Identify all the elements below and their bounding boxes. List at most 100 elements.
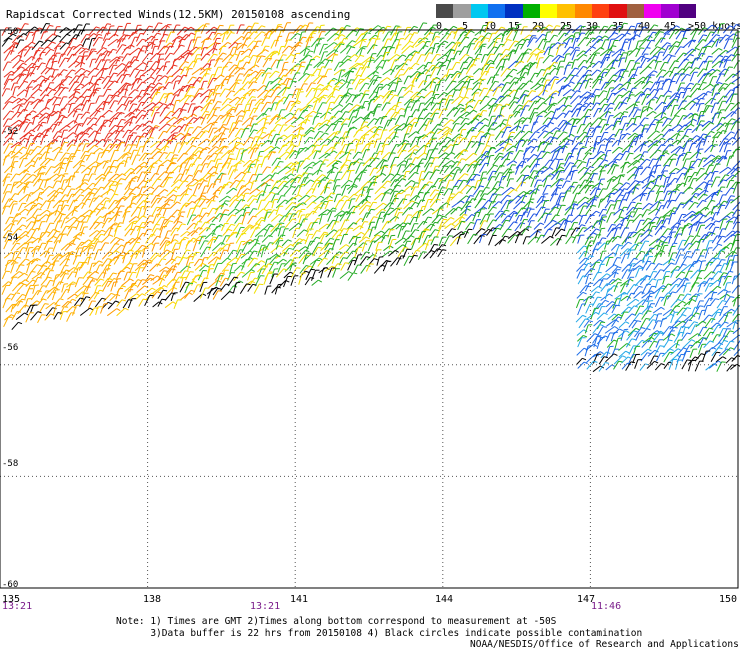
wind-barb — [600, 39, 606, 50]
wind-barb-flag — [227, 103, 232, 107]
wind-barb — [16, 98, 24, 104]
wind-barb-flag — [375, 70, 379, 74]
wind-barb-flag — [32, 110, 37, 113]
wind-barb — [533, 115, 539, 126]
wind-barb-flag — [500, 66, 505, 68]
wind-barb-flag — [655, 130, 660, 133]
wind-barb — [226, 32, 232, 40]
wind-barb-flag — [276, 115, 281, 118]
wind-barb — [711, 113, 716, 124]
wind-barb — [262, 58, 269, 68]
wind-barb — [2, 61, 8, 71]
wind-barb — [323, 108, 329, 120]
wind-barb-flag — [541, 69, 546, 71]
wind-barb-flag — [678, 124, 683, 128]
wind-barb-flag — [419, 37, 424, 40]
wind-barb-flag — [710, 31, 715, 34]
wind-barb — [445, 180, 450, 190]
wind-barb — [295, 148, 301, 159]
wind-barb-flag — [415, 182, 420, 184]
wind-barb-flag — [227, 41, 232, 45]
wind-barb — [187, 76, 193, 84]
wind-barb-flag — [557, 42, 562, 45]
wind-barb — [387, 152, 393, 161]
wind-barb — [500, 103, 507, 111]
wind-barb — [61, 179, 65, 189]
wind-barb — [150, 32, 158, 41]
wind-barb — [410, 95, 417, 103]
wind-barb-flag — [322, 75, 328, 78]
wind-barb-flag — [443, 117, 449, 120]
wind-barb — [366, 118, 375, 128]
wind-barb-flag — [284, 185, 289, 188]
wind-barb — [93, 177, 102, 188]
wind-barb-flag — [205, 130, 210, 133]
wind-barb — [429, 36, 437, 47]
wind-barb-flag — [401, 189, 406, 193]
wind-barb-flag — [674, 177, 679, 180]
wind-barb-flag — [357, 151, 363, 154]
wind-barb-flag — [346, 118, 351, 121]
wind-barb-flag — [454, 107, 459, 110]
wind-barb — [452, 116, 461, 125]
wind-barb — [646, 88, 655, 99]
wind-barb — [484, 128, 491, 139]
wind-barb-flag — [203, 180, 208, 182]
wind-barb-flag — [590, 31, 595, 34]
wind-barb-flag — [7, 118, 12, 120]
wind-barb-flag — [553, 34, 559, 37]
wind-barb-flag — [413, 32, 418, 34]
wind-barb-flag — [373, 167, 378, 170]
wind-barb-flag — [24, 185, 29, 188]
wind-barb — [610, 40, 615, 50]
wind-barb-flag — [312, 87, 317, 90]
wind-barb-flag — [264, 49, 269, 52]
wind-barb — [530, 25, 538, 33]
wind-barb-flag — [680, 87, 685, 89]
wind-barb — [74, 67, 82, 75]
wind-barb — [81, 81, 91, 89]
wind-barb — [131, 135, 138, 146]
wind-barb-flag — [158, 150, 163, 154]
wind-barb — [536, 124, 546, 132]
wind-barb — [397, 143, 405, 154]
wind-barb — [72, 188, 81, 198]
wind-barb — [697, 73, 706, 83]
wind-barb — [220, 150, 230, 159]
wind-barb — [4, 132, 12, 139]
wind-barb-flag — [93, 117, 98, 120]
wind-barb — [394, 102, 398, 112]
wind-barb-flag — [675, 25, 680, 28]
wind-barb — [633, 80, 642, 89]
wind-barb — [495, 66, 501, 76]
wind-barb-flag — [261, 69, 266, 72]
wind-barb — [382, 46, 388, 57]
wind-barb-flag — [18, 119, 23, 123]
wind-barb — [683, 54, 691, 62]
wind-barb-flag — [574, 67, 579, 70]
wind-barb — [135, 114, 143, 124]
wind-barb-flag — [669, 137, 674, 141]
wind-barb-flag — [34, 115, 39, 118]
wind-barb — [618, 52, 624, 62]
wind-barb — [283, 173, 292, 180]
wind-barb — [193, 116, 201, 124]
wind-barb-flag — [9, 143, 14, 145]
wind-barb — [388, 124, 398, 132]
wind-barb — [59, 42, 67, 50]
wind-barb — [271, 157, 278, 166]
wind-barb — [11, 66, 22, 76]
wind-barb — [228, 66, 237, 77]
wind-barb-flag — [50, 48, 55, 52]
wind-barb — [596, 153, 605, 160]
wind-barb-flag — [456, 166, 461, 169]
wind-barb — [446, 58, 452, 70]
wind-barb-flag — [730, 102, 735, 105]
wind-barb-flag — [72, 53, 77, 56]
wind-barb — [487, 122, 494, 132]
wind-barb-flag — [66, 124, 71, 128]
wind-barb — [281, 87, 288, 97]
wind-barb — [205, 99, 212, 112]
wind-barb-flag — [212, 108, 217, 111]
wind-barb-flag — [591, 46, 596, 49]
